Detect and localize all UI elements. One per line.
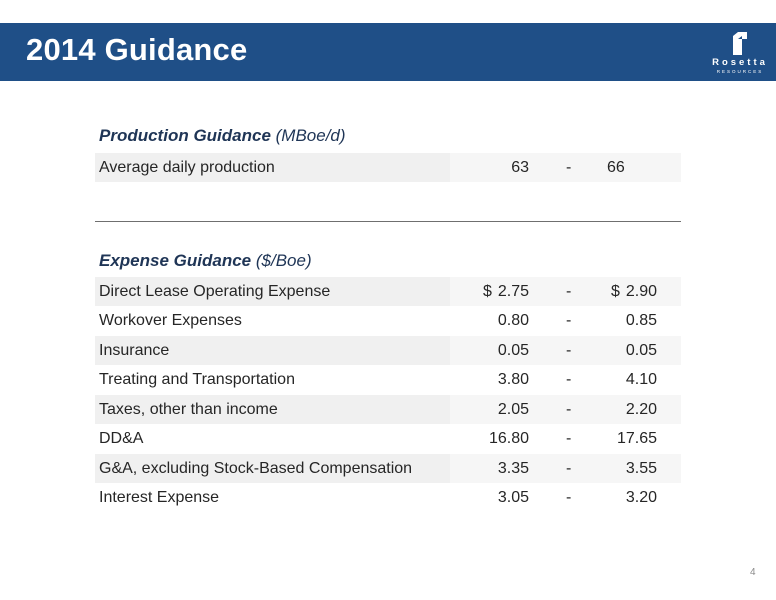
row-label: Direct Lease Operating Expense [99,283,331,300]
range-dash: - [566,430,572,447]
currency-symbol: $ [482,283,492,300]
range-dash: - [566,312,572,329]
table-row: G&A, excluding Stock-Based Compensation … [95,454,681,483]
rosetta-logo-icon [733,32,747,55]
row-label: Taxes, other than income [99,401,278,418]
table-row: Workover Expenses 0.80 - 0.85 [95,306,681,335]
range-dash: - [566,489,572,506]
range-dash: - [566,460,572,477]
table-row: Direct Lease Operating Expense $2.75 - $… [95,277,681,306]
company-logo: Rosetta RESOURCES [710,27,770,79]
range-dash: - [566,401,572,418]
row-label: Average daily production [99,159,275,176]
table-row: DD&A 16.80 - 17.65 [95,424,681,453]
low-amount: 2.75 [497,283,529,300]
expense-section-title: Expense Guidance ($/Boe) [99,251,312,271]
row-label: Interest Expense [99,489,220,506]
expense-unit: ($/Boe) [255,251,312,270]
row-low-value: 3.80 [497,371,529,388]
row-high-value: 0.05 [625,342,657,359]
row-high-value: 66 [607,159,625,176]
row-low-value: 0.05 [497,342,529,359]
logo-wordmark: Rosetta [712,57,768,68]
title-banner: 2014 Guidance Rosetta RESOURCES [0,23,776,81]
row-high-value: 4.10 [625,371,657,388]
row-low-value: 0.80 [497,312,529,329]
row-high-value: 17.65 [616,430,657,447]
section-divider [95,221,681,222]
production-unit: (MBoe/d) [275,126,346,145]
table-row: Average daily production 63 - 66 [95,153,681,182]
logo-subtitle: RESOURCES [716,69,764,74]
row-low-value: 63 [511,159,529,176]
page-number: 4 [750,567,756,578]
row-high-value: 3.55 [625,460,657,477]
row-low-value: 2.05 [497,401,529,418]
currency-symbol: $ [610,283,620,300]
row-label: Insurance [99,342,170,359]
row-high-value: 2.20 [625,401,657,418]
row-low-value: $2.75 [483,283,529,301]
production-title: Production Guidance [99,126,271,145]
production-section-title: Production Guidance (MBoe/d) [99,126,346,146]
table-row: Treating and Transportation 3.80 - 4.10 [95,365,681,394]
row-label: DD&A [99,430,144,447]
table-row: Insurance 0.05 - 0.05 [95,336,681,365]
expense-title: Expense Guidance [99,251,252,270]
row-high-value: 3.20 [625,489,657,506]
high-amount: 2.90 [625,283,657,300]
row-label: G&A, excluding Stock-Based Compensation [99,460,413,477]
range-dash: - [566,342,572,359]
row-label: Treating and Transportation [99,371,295,388]
range-dash: - [566,283,572,300]
table-row: Taxes, other than income 2.05 - 2.20 [95,395,681,424]
row-low-value: 3.35 [497,460,529,477]
row-low-value: 16.80 [488,430,529,447]
page-title: 2014 Guidance [26,32,248,67]
row-high-value: 0.85 [625,312,657,329]
row-high-value: $2.90 [611,283,657,301]
table-row: Interest Expense 3.05 - 3.20 [95,483,681,512]
row-low-value: 3.05 [497,489,529,506]
range-dash: - [566,371,572,388]
row-label: Workover Expenses [99,312,242,329]
range-dash: - [566,159,572,176]
